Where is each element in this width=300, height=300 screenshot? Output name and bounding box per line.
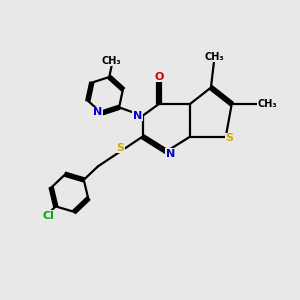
Text: CH₃: CH₃ bbox=[204, 52, 224, 62]
Text: Cl: Cl bbox=[42, 211, 54, 220]
Text: CH₃: CH₃ bbox=[258, 99, 277, 109]
Text: S: S bbox=[226, 133, 234, 143]
Text: S: S bbox=[116, 142, 124, 153]
Text: O: O bbox=[154, 72, 164, 82]
Text: N: N bbox=[166, 149, 175, 159]
Text: N: N bbox=[93, 107, 103, 117]
Text: N: N bbox=[133, 111, 142, 121]
Text: CH₃: CH₃ bbox=[102, 56, 122, 66]
